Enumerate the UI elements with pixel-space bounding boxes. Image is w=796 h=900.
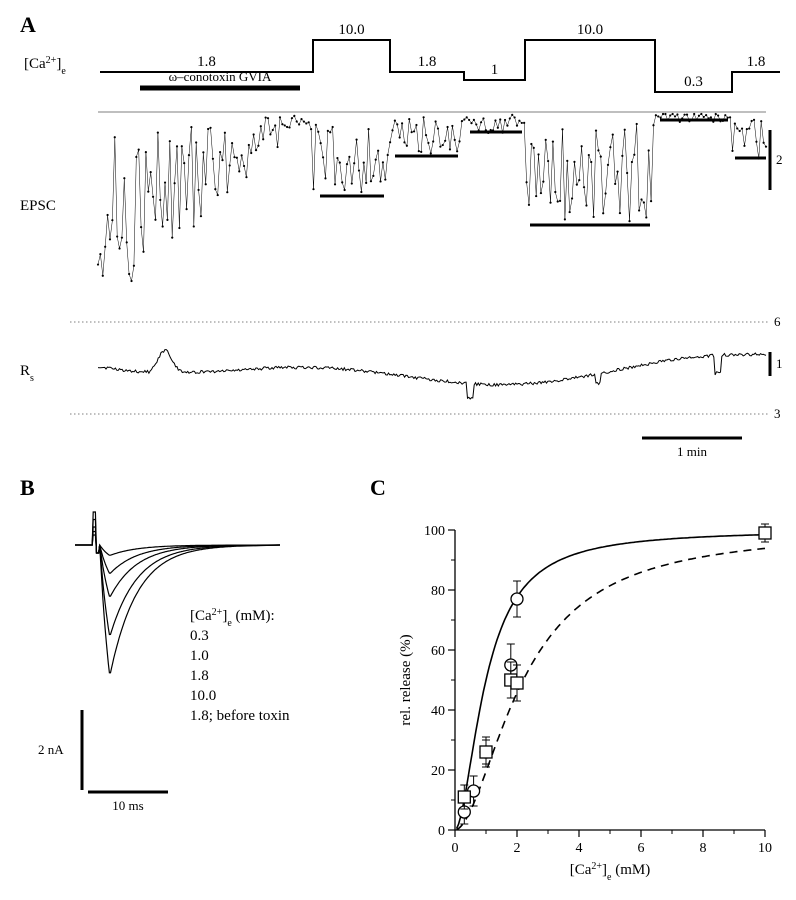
svg-text:0.3: 0.3 [190, 628, 209, 644]
svg-text:3: 3 [774, 406, 781, 421]
svg-text:2: 2 [514, 841, 521, 856]
svg-text:rel. release (%): rel. release (%) [398, 634, 414, 725]
svg-text:40: 40 [431, 704, 445, 719]
svg-text:6: 6 [774, 314, 781, 329]
svg-text:80: 80 [431, 584, 445, 599]
svg-text:[Ca2+]e (mM):: [Ca2+]e (mM): [190, 607, 275, 629]
svg-text:10.0: 10.0 [577, 22, 603, 38]
svg-text:C: C [370, 475, 386, 500]
svg-text:8: 8 [700, 841, 707, 856]
svg-text:ω–conotoxin GVIA: ω–conotoxin GVIA [169, 69, 272, 84]
svg-text:1.8; before toxin: 1.8; before toxin [190, 708, 290, 724]
svg-text:A: A [20, 12, 36, 37]
svg-text:1.0: 1.0 [190, 648, 209, 664]
svg-text:4: 4 [576, 841, 583, 856]
svg-text:1.8: 1.8 [190, 668, 209, 684]
svg-text:10.0: 10.0 [338, 22, 364, 38]
svg-text:2 nA: 2 nA [38, 742, 64, 757]
figure-root: A[Ca2+]e1.810.01.8110.00.31.8ω–conotoxin… [10, 10, 786, 890]
svg-text:B: B [20, 475, 35, 500]
svg-text:Rs: Rs [20, 363, 34, 384]
svg-text:2 nA: 2 nA [776, 152, 786, 167]
svg-text:1 min: 1 min [677, 444, 707, 459]
svg-text:60: 60 [431, 644, 445, 659]
svg-text:0.3: 0.3 [684, 74, 703, 90]
svg-text:[Ca2+]e (mM): [Ca2+]e (mM) [570, 861, 651, 883]
svg-text:0: 0 [452, 841, 459, 856]
svg-text:10: 10 [758, 841, 772, 856]
svg-text:EPSC: EPSC [20, 198, 56, 214]
svg-text:[Ca2+]e: [Ca2+]e [24, 55, 66, 77]
svg-text:100: 100 [424, 524, 445, 539]
svg-text:0: 0 [438, 824, 445, 839]
svg-text:1.8: 1.8 [747, 54, 766, 70]
figure-svg: A[Ca2+]e1.810.01.8110.00.31.8ω–conotoxin… [10, 10, 786, 890]
svg-text:1 MΩ: 1 MΩ [776, 356, 786, 371]
svg-text:10 ms: 10 ms [112, 798, 143, 813]
svg-text:1.8: 1.8 [418, 54, 437, 70]
svg-text:1.8: 1.8 [197, 54, 216, 70]
svg-text:10.0: 10.0 [190, 688, 216, 704]
svg-text:20: 20 [431, 764, 445, 779]
svg-text:1: 1 [491, 62, 499, 78]
svg-text:6: 6 [638, 841, 645, 856]
